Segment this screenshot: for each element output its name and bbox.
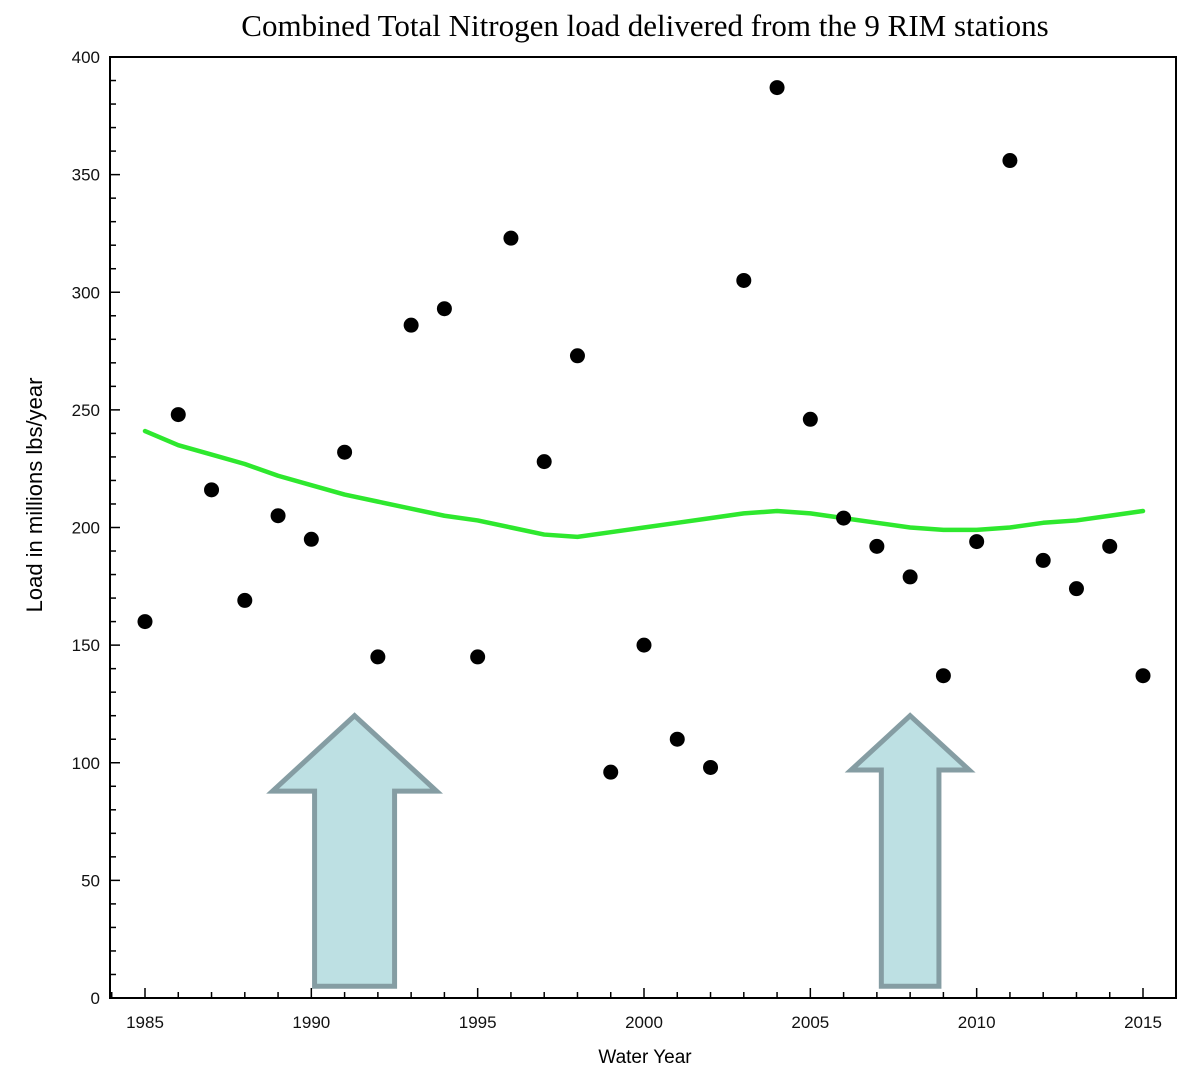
data-point: [204, 482, 220, 498]
data-point: [603, 764, 619, 780]
data-point: [237, 592, 253, 608]
y-tick-label: 0: [91, 989, 100, 1008]
data-point: [969, 534, 985, 550]
x-tick-label: 2015: [1124, 1013, 1162, 1032]
data-point: [403, 317, 419, 333]
annotation-layer: [266, 712, 976, 989]
data-point: [137, 614, 153, 630]
data-point: [303, 531, 319, 547]
data-point: [669, 731, 685, 747]
data-point: [436, 301, 452, 317]
trend-layer: [142, 428, 1146, 540]
y-tick-label: 250: [72, 401, 100, 420]
data-point: [869, 538, 885, 554]
y-tick-label: 150: [72, 636, 100, 655]
data-point: [170, 407, 186, 423]
data-point: [1068, 581, 1084, 597]
point-layer: [137, 80, 1151, 780]
x-tick-label: 1995: [459, 1013, 497, 1032]
data-point: [536, 454, 552, 470]
y-tick-label: 350: [72, 166, 100, 185]
data-point: [337, 444, 353, 460]
data-point: [1135, 668, 1151, 684]
x-tick-label: 2005: [791, 1013, 829, 1032]
y-axis: 0 50 100 150 200 250 300 350 400: [72, 48, 120, 1008]
data-point: [836, 510, 852, 526]
data-point: [802, 411, 818, 427]
data-point: [636, 637, 652, 653]
data-point: [1035, 552, 1051, 568]
data-point: [1102, 538, 1118, 554]
y-tick-label: 300: [72, 283, 100, 302]
data-point: [703, 759, 719, 775]
y-tick-label: 100: [72, 754, 100, 773]
x-tick-label: 2010: [958, 1013, 996, 1032]
x-tick-label: 2000: [625, 1013, 663, 1032]
data-point: [902, 569, 918, 585]
y-tick-label: 50: [81, 871, 100, 890]
x-tick-label: 1990: [292, 1013, 330, 1032]
chart-title: Combined Total Nitrogen load delivered f…: [241, 8, 1048, 43]
x-axis-label: Water Year: [598, 1047, 692, 1068]
data-point: [769, 80, 785, 96]
up-arrow-annotation: [844, 712, 976, 989]
data-point: [1002, 153, 1018, 169]
up-arrow-annotation: [266, 712, 443, 989]
trend-line: [142, 428, 1146, 540]
data-point: [569, 348, 585, 364]
x-tick-label: 1985: [126, 1013, 164, 1032]
y-tick-label: 200: [72, 519, 100, 538]
data-point: [470, 649, 486, 665]
data-point: [935, 668, 951, 684]
data-point: [736, 272, 752, 288]
y-tick-label: 400: [72, 48, 100, 67]
x-axis: 1985 1990 1995 2000 2005 2010 2015: [110, 988, 1178, 1032]
data-point: [370, 649, 386, 665]
y-axis-label: Load in millions lbs/year: [22, 378, 47, 613]
data-point: [503, 230, 519, 246]
data-point: [270, 508, 286, 524]
